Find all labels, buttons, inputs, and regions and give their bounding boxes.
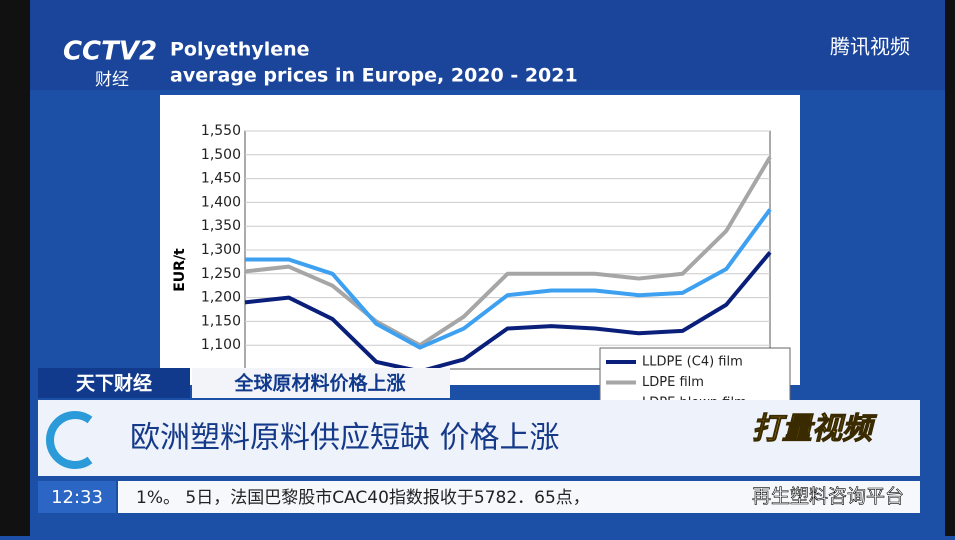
chart-subtitle: average prices in Europe, 2020 - 2021 [170, 65, 578, 87]
ticker-box [118, 481, 920, 513]
y-tick-label: 1,550 [201, 123, 241, 139]
y-tick-label: 1,250 [201, 266, 241, 282]
program-logo: 打量视频 [752, 412, 878, 447]
channel-sub: 财经 [95, 70, 129, 90]
topic-box [192, 368, 450, 398]
headline-box [38, 400, 920, 476]
headline-icon [46, 411, 93, 469]
chart-title: Polyethylene [170, 39, 310, 61]
tile-band [0, 0, 955, 90]
platform-logo: 腾讯视频 [830, 35, 910, 59]
y-tick-label: 1,350 [201, 218, 241, 234]
clock: 12:33 [51, 487, 103, 508]
y-tick-label: 1,400 [201, 194, 241, 210]
ticker: 1%。 5日，法国巴黎股市CAC40指数报收于5782．65点， [136, 488, 590, 508]
headline: 欧洲塑料原料供应短缺 价格上涨 [130, 421, 560, 456]
y-tick-label: 1,100 [201, 337, 241, 353]
y-axis-label: EUR/t [172, 248, 188, 292]
border-left [0, 0, 30, 536]
section-box [38, 368, 190, 398]
clock-box [38, 481, 116, 513]
y-tick-label: 1,450 [201, 171, 241, 187]
y-tick-label: 1,300 [201, 242, 241, 258]
section: 天下财经 [76, 372, 152, 395]
series-line [244, 156, 772, 348]
series-line [245, 208, 772, 350]
border-right [945, 0, 955, 536]
legend-label: LDPE film [642, 375, 704, 390]
legend-label: LLDPE (C4) film [642, 355, 743, 370]
channel-logo: CCTV2 [63, 37, 157, 67]
y-tick-label: 1,150 [201, 313, 241, 329]
watermark: 再生塑料咨询平台 [752, 486, 904, 508]
topic: 全球原材料价格上涨 [233, 372, 405, 395]
series-line [244, 251, 772, 374]
y-tick-label: 1,200 [201, 290, 241, 306]
y-tick-label: 1,500 [201, 147, 241, 163]
